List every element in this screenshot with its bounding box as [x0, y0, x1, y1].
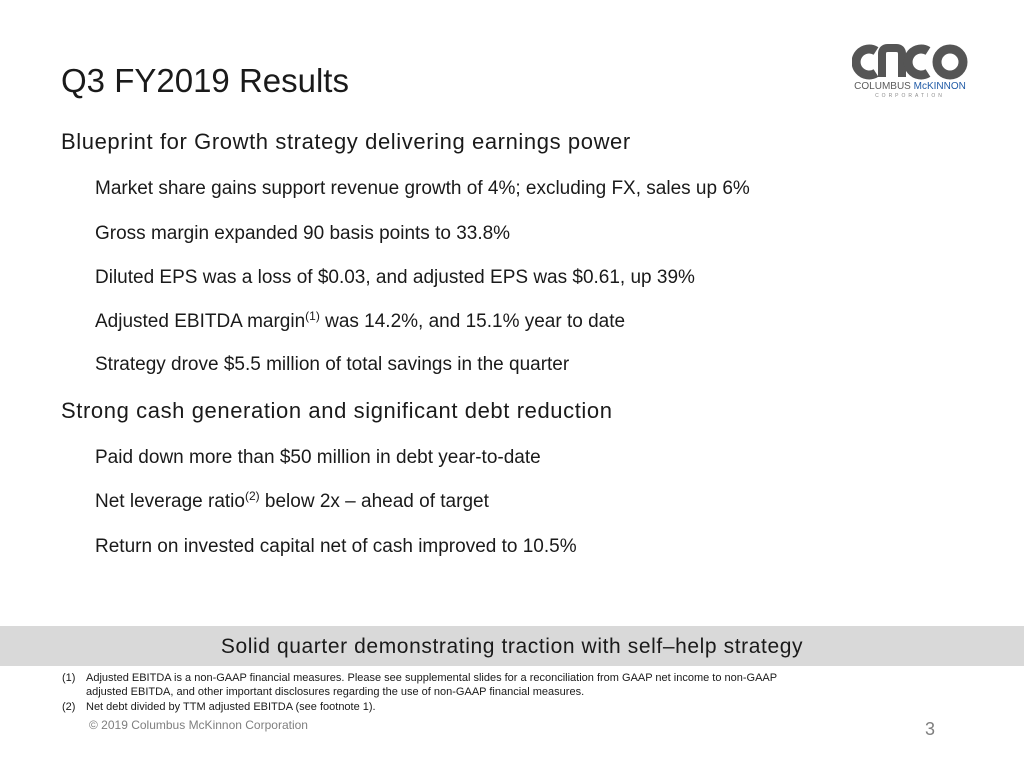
- bullet-paid-down-debt: Paid down more than $50 million in debt …: [95, 447, 541, 468]
- footnote-text: adjusted EBITDA, and other important dis…: [86, 686, 585, 698]
- footnote-number: (1): [62, 672, 76, 684]
- logo-corporation: CORPORATION: [875, 93, 945, 99]
- logo-word-mckinnon: McKINNON: [913, 81, 966, 92]
- summary-banner-text: Solid quarter demonstrating traction wit…: [220, 635, 804, 658]
- bullet-roic: Return on invested capital net of cash i…: [95, 536, 577, 557]
- slide-title: Q3 FY2019 Results: [61, 62, 349, 99]
- copyright-notice: © 2019 Columbus McKinnon Corporation: [89, 718, 308, 732]
- bullet-text: below 2x – ahead of target: [259, 491, 489, 512]
- bullet-adjusted-ebitda: Adjusted EBITDA margin(1) was 14.2%, and…: [95, 310, 625, 334]
- bullet-text: Adjusted EBITDA margin: [95, 311, 306, 332]
- footnote-number: (2): [62, 701, 76, 713]
- summary-banner: Solid quarter demonstrating traction wit…: [0, 626, 1024, 666]
- page-number: 3: [925, 719, 936, 739]
- logo-word-columbus: COLUMBUS: [854, 81, 914, 92]
- bullet-strategy-savings: Strategy drove $5.5 million of total sav…: [95, 354, 570, 375]
- footnote-text: Net debt divided by TTM adjusted EBITDA …: [86, 701, 376, 713]
- section-heading-growth: Blueprint for Growth strategy delivering…: [61, 129, 631, 154]
- section-heading-cash: Strong cash generation and significant d…: [61, 398, 613, 423]
- cmco-logo-mark-icon: [852, 44, 968, 80]
- bullet-text: was 14.2%, and 15.1% year to date: [319, 311, 626, 332]
- footnote-ref: (1): [305, 309, 320, 323]
- bullet-diluted-eps: Diluted EPS was a loss of $0.03, and adj…: [95, 267, 695, 288]
- bullet-text: Net leverage ratio: [95, 491, 245, 512]
- footnote-text: Adjusted EBITDA is a non-GAAP financial …: [86, 672, 778, 684]
- bullet-gross-margin: Gross margin expanded 90 basis points to…: [95, 223, 511, 244]
- footnote-ref: (2): [244, 489, 260, 503]
- bullet-market-share: Market share gains support revenue growt…: [95, 178, 750, 199]
- company-logo: COLUMBUS McKINNON CORPORATION: [852, 44, 968, 114]
- bullet-net-leverage: Net leverage ratio(2) below 2x – ahead o…: [95, 490, 489, 514]
- logo-wordmark: COLUMBUS McKINNON: [852, 81, 968, 92]
